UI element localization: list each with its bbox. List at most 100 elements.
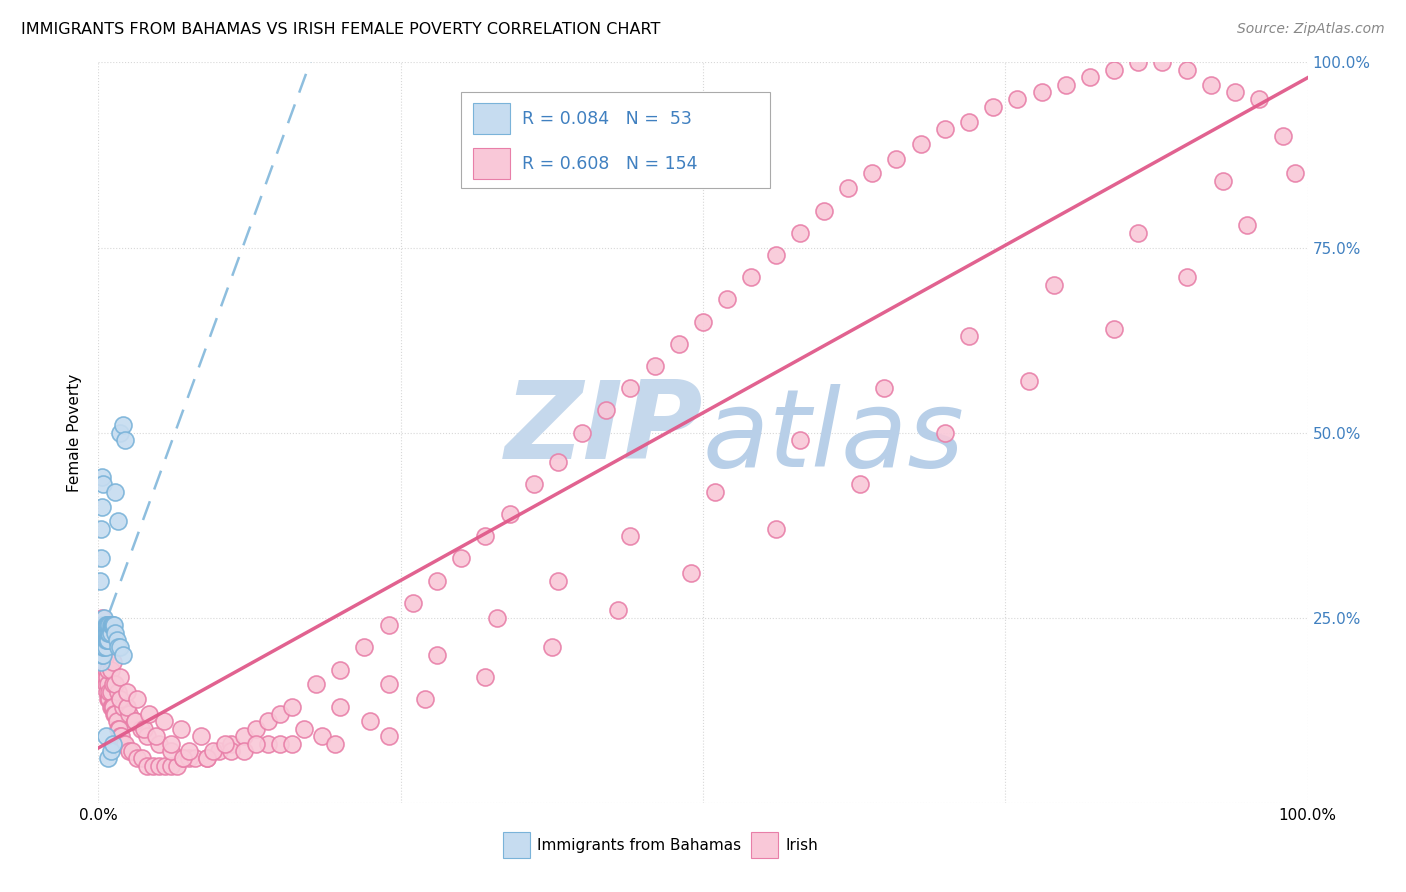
Point (765, 522, 787, 536)
Point (138, 706, 160, 721)
Point (90, 522, 112, 536)
Point (103, 618, 125, 632)
Point (90, 655, 112, 669)
Point (1007, 92, 1029, 106)
Point (172, 751, 194, 765)
Point (1175, 62, 1198, 77)
Point (124, 714, 146, 729)
Point (98, 685, 121, 699)
Point (93, 618, 115, 632)
Point (474, 529, 496, 543)
Point (195, 751, 218, 765)
Point (97, 625, 120, 640)
Point (100, 699, 122, 714)
Point (281, 699, 304, 714)
Point (329, 663, 352, 677)
Point (1018, 374, 1040, 388)
Point (179, 751, 201, 765)
Point (1199, 78, 1222, 92)
Point (716, 293, 738, 307)
Point (934, 425, 956, 440)
Point (91, 648, 114, 662)
Point (202, 744, 225, 758)
FancyBboxPatch shape (474, 148, 509, 179)
Point (101, 737, 124, 751)
Point (134, 722, 156, 736)
Point (91, 640, 114, 655)
Point (105, 714, 128, 729)
Point (111, 699, 134, 714)
Point (1102, 322, 1125, 336)
Point (100, 663, 122, 677)
FancyBboxPatch shape (503, 832, 530, 858)
Point (571, 425, 593, 440)
Point (1128, 226, 1150, 240)
Point (98, 618, 121, 632)
Point (813, 203, 835, 218)
Point (135, 758, 157, 772)
Point (97, 751, 120, 765)
Point (1054, 78, 1077, 92)
Point (256, 737, 278, 751)
Point (94, 632, 117, 647)
Point (117, 685, 139, 699)
Point (305, 677, 328, 691)
Point (91, 632, 114, 647)
Point (195, 751, 218, 765)
Point (110, 729, 132, 743)
Point (679, 566, 702, 581)
Point (108, 640, 131, 655)
Point (377, 618, 399, 632)
Point (114, 737, 136, 751)
Point (94, 618, 117, 632)
Point (160, 758, 183, 772)
Point (91, 625, 114, 640)
Point (426, 574, 449, 588)
Point (837, 181, 859, 195)
Point (1284, 166, 1306, 180)
Point (96, 670, 118, 684)
Point (148, 737, 170, 751)
Point (644, 359, 666, 373)
Point (221, 737, 243, 751)
Point (160, 744, 183, 758)
Point (96, 618, 118, 632)
Point (90, 618, 112, 632)
Point (91, 648, 114, 662)
Point (89, 632, 111, 647)
Point (104, 625, 127, 640)
Point (166, 758, 188, 772)
Point (100, 618, 122, 632)
Point (1223, 85, 1246, 99)
Point (245, 737, 267, 751)
Point (426, 648, 449, 662)
Point (124, 714, 146, 729)
Point (325, 737, 347, 751)
Point (692, 314, 714, 328)
Point (101, 618, 124, 632)
Point (184, 751, 207, 765)
FancyBboxPatch shape (461, 92, 769, 188)
Point (98, 625, 121, 640)
Point (101, 655, 124, 669)
Point (91, 610, 114, 624)
Point (114, 433, 136, 447)
Point (148, 758, 170, 772)
Point (94, 663, 117, 677)
Point (107, 722, 129, 736)
Point (523, 477, 546, 491)
Point (486, 610, 509, 624)
Point (910, 136, 932, 151)
Point (90, 632, 112, 647)
Point (93, 670, 115, 684)
FancyBboxPatch shape (474, 103, 509, 135)
Point (108, 722, 131, 736)
Point (103, 706, 125, 721)
Text: IMMIGRANTS FROM BAHAMAS VS IRISH FEMALE POVERTY CORRELATION CHART: IMMIGRANTS FROM BAHAMAS VS IRISH FEMALE … (21, 22, 661, 37)
Point (269, 737, 291, 751)
Point (121, 744, 143, 758)
Point (292, 722, 315, 736)
Point (269, 706, 291, 721)
Point (98, 692, 121, 706)
Point (107, 640, 129, 655)
